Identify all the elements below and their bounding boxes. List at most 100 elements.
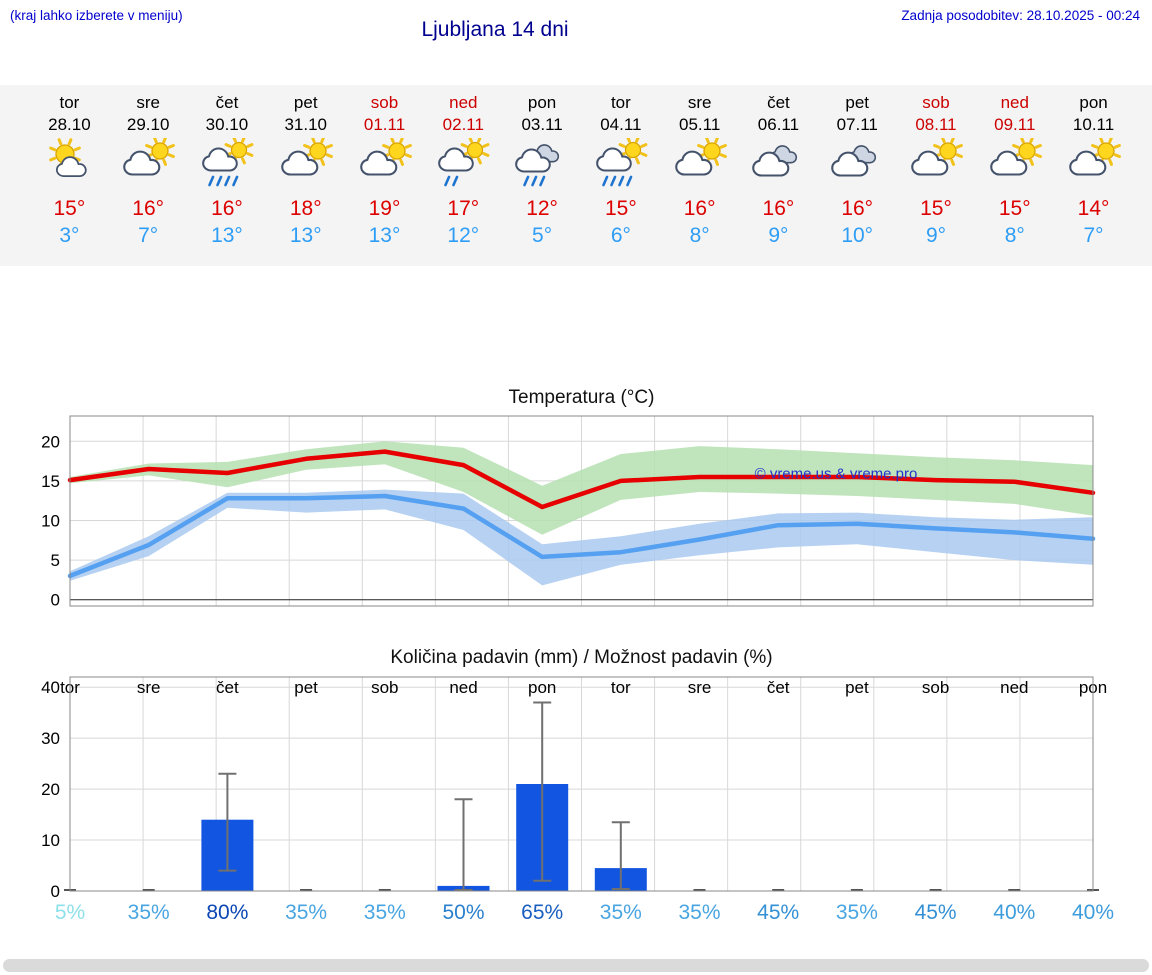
day-date: 29.10 [126, 115, 170, 134]
precip-probability: 35% [835, 901, 878, 924]
precipitation-chart: tor sre čet pet sob ned pon tor sre čet pet sob ned p… [41, 676, 1107, 898]
svg-text:10: 10 [41, 512, 60, 531]
day-date: 03.11 [521, 115, 563, 134]
precip-zero-mark [1008, 889, 1021, 891]
precip-probability: 45% [757, 901, 800, 924]
day-date: 30.10 [205, 115, 249, 134]
min-temp: 9° [768, 224, 789, 247]
svg-text:20: 20 [41, 780, 60, 799]
max-temp: 15° [53, 197, 86, 220]
day-label: sre [688, 678, 712, 697]
cloud-sun-icon [280, 136, 333, 176]
precip-probability: 35% [599, 901, 642, 924]
min-temp: 3° [59, 224, 80, 247]
day-date: 31.10 [284, 115, 327, 134]
forecast-days: tor 28.10 15° 3° sre 29.10 16° 7° čet 30.10 16° 13°… [30, 92, 1133, 249]
forecast-day[interactable]: sob 01.11 19° 13° [345, 92, 424, 249]
day-name: sre [136, 93, 160, 112]
max-temp: 16° [211, 197, 243, 220]
forecast-day[interactable]: ned 09.11 15° 8° [975, 92, 1054, 249]
day-name: čet [767, 93, 790, 112]
day-name: pon [1079, 93, 1108, 112]
weather-icon-slot [581, 135, 660, 192]
line-max_temp [67, 449, 1096, 510]
weather-icon-slot [345, 136, 424, 192]
weather-icon-slot [188, 135, 267, 192]
precip-zero-mark [142, 889, 155, 891]
min-temp: 6° [610, 224, 631, 247]
cloud-sun-icon [1068, 136, 1121, 176]
max-temp: 15° [604, 197, 637, 220]
min-temp: 13° [368, 224, 401, 247]
forecast-day[interactable]: sre 29.10 16° 7° [109, 92, 188, 249]
forecast-day[interactable]: pon 10.11 14° 7° [1054, 92, 1133, 249]
forecast-day[interactable]: ned 02.11 17° 12° [424, 92, 503, 249]
max-temp: 16° [132, 197, 165, 220]
svg-text:15: 15 [41, 472, 60, 491]
forecast-day[interactable]: sob 08.11 15° 9° [897, 92, 976, 249]
min-temp: 12° [447, 224, 480, 247]
day-label: sob [371, 678, 398, 697]
max-temp: 18° [289, 197, 322, 220]
cloud-sun-icon [359, 136, 412, 176]
horizontal-scrollbar[interactable] [3, 959, 1149, 972]
svg-text:20: 20 [41, 432, 60, 451]
day-name: tor [59, 93, 80, 112]
precip-zero-mark [693, 889, 706, 891]
day-date: 06.11 [757, 115, 800, 134]
min-temp: 13° [289, 224, 322, 247]
precip-probability: 35% [363, 901, 406, 924]
precip-probability: 40% [993, 901, 1036, 924]
min-temp: 13° [211, 224, 243, 247]
temperature-chart-title: Temperatura (°C) [508, 387, 655, 408]
day-name: pet [845, 93, 870, 112]
day-date: 10.11 [1072, 115, 1115, 134]
weather-icon-slot [660, 136, 739, 192]
svg-text:10: 10 [41, 831, 60, 850]
forecast-day[interactable]: pet 31.10 18° 13° [266, 92, 345, 249]
band-min_range [70, 489, 1093, 586]
forecast-day[interactable]: čet 30.10 16° 13° [188, 92, 267, 249]
day-date: 04.11 [600, 115, 642, 134]
day-label: ned [1000, 678, 1028, 697]
min-temp: 7° [1083, 224, 1104, 247]
weather-icon-slot [266, 136, 345, 192]
weather-icon-slot [818, 136, 897, 192]
max-temp: 15° [998, 197, 1031, 220]
day-label: tor [611, 678, 631, 697]
max-temp: 16° [841, 197, 874, 220]
cloud-rain-icon [515, 144, 560, 187]
cloud-sun-icon [674, 136, 727, 176]
forecast-day[interactable]: tor 04.11 15° 6° [581, 92, 660, 249]
min-temp: 5° [532, 224, 553, 247]
day-label: pet [845, 678, 869, 697]
svg-text:0: 0 [51, 591, 60, 610]
precip-zero-mark [300, 889, 313, 891]
cloud-sun-icon [123, 136, 176, 176]
forecast-day[interactable]: sre 05.11 16° 8° [660, 92, 739, 249]
line-min_temp [67, 493, 1096, 579]
day-name: pon [527, 93, 557, 112]
forecast-day[interactable]: tor 28.10 15° 3° [30, 92, 109, 249]
cloud-sun-rain-icon [596, 135, 648, 187]
forecast-day[interactable]: pon 03.11 12° 5° [503, 92, 582, 249]
precip-probability: 35% [285, 901, 328, 924]
day-name: pet [293, 93, 318, 112]
precip-zero-mark [850, 889, 863, 891]
day-label: pet [294, 678, 318, 697]
cloud-sun-showers-icon [438, 135, 490, 187]
day-name: tor [610, 93, 631, 112]
location-hint: (kraj lahko izberete v meniju) [10, 8, 183, 23]
band-max_range [70, 441, 1093, 535]
max-temp: 16° [683, 197, 716, 220]
day-date: 01.11 [363, 115, 406, 134]
clouds-icon [752, 145, 798, 177]
day-label: čet [767, 678, 790, 697]
precipitation-chart-title: Količina padavin (mm) / Možnost padavin … [390, 647, 773, 668]
precip-probability: 65% [521, 901, 564, 924]
svg-text:0: 0 [51, 882, 60, 898]
forecast-day[interactable]: čet 06.11 16° 9° [739, 92, 818, 249]
min-temp: 9° [925, 224, 947, 247]
forecast-day[interactable]: pet 07.11 16° 10° [818, 92, 897, 249]
day-date: 08.11 [915, 115, 957, 134]
